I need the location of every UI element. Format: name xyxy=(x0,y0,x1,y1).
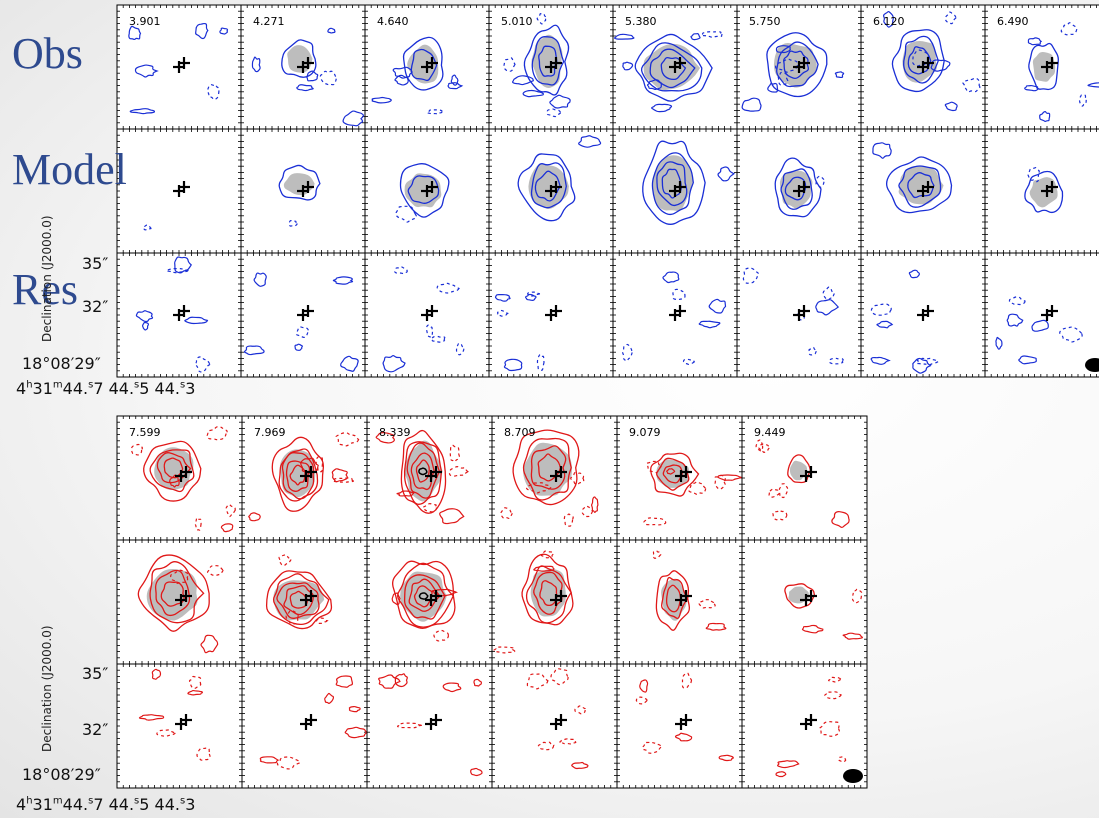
velocity-label: 9.079 xyxy=(629,426,661,439)
panel-1-0-3: 5.010 xyxy=(488,4,614,130)
dec-axis-label-bottom: Declination (J2000.0) xyxy=(40,625,54,752)
panel-2-2-0 xyxy=(116,663,243,789)
panel-2-0-2: 8.339 xyxy=(366,415,493,541)
dec-tick-32-top: 32″ xyxy=(82,297,109,316)
row-label-res: Res xyxy=(12,265,78,314)
dec-tick-35-bottom: 35″ xyxy=(82,664,109,683)
panel-1-2-0 xyxy=(116,252,242,378)
panel-2-1-5 xyxy=(741,539,868,665)
row-label-obs: Obs xyxy=(12,29,83,78)
velocity-label: 8.339 xyxy=(379,426,411,439)
dec-axis-label-top: Declination (J2000.0) xyxy=(40,215,54,342)
panel-2-2-5 xyxy=(741,663,868,789)
panel-1-1-1 xyxy=(240,128,366,254)
panel-1-1-5 xyxy=(736,128,862,254)
panel-1-0-5: 5.750 xyxy=(736,4,862,130)
panel-1-0-2: 4.640 xyxy=(364,4,490,130)
channel-map-block-2: 7.599 7.969 8.339 8.709 9.079 9.449 xyxy=(116,415,868,789)
panel-1-2-7 xyxy=(984,252,1099,378)
panel-2-2-4 xyxy=(616,663,743,789)
ra-axis-ticks-top: 4h31m44.s7 44.s5 44.s3 xyxy=(16,379,196,398)
panel-1-0-0: 3.901 xyxy=(116,4,242,130)
panel-1-1-3 xyxy=(488,128,614,254)
panel-2-2-2 xyxy=(366,663,493,789)
channel-map-block-1: 3.901 4.271 4.640 5.010 5.380 5.750 6.120 6.490 xyxy=(116,4,1099,378)
velocity-label: 6.490 xyxy=(997,15,1029,28)
panel-1-0-1: 4.271 xyxy=(240,4,366,130)
panel-1-0-4: 5.380 xyxy=(612,4,738,130)
panel-2-2-3 xyxy=(491,663,618,789)
panel-2-2-1 xyxy=(241,663,368,789)
panel-1-2-2 xyxy=(364,252,490,378)
panel-1-1-0 xyxy=(116,128,242,254)
dec-tick-29-bottom: 18°08′29″ xyxy=(22,765,101,784)
panel-2-1-2 xyxy=(366,539,493,665)
velocity-label: 5.750 xyxy=(749,15,781,28)
panel-1-2-3 xyxy=(488,252,614,378)
velocity-label: 4.640 xyxy=(377,15,409,28)
panel-1-2-4 xyxy=(612,252,738,378)
row-label-model: Model xyxy=(12,145,127,194)
panel-2-0-1: 7.969 xyxy=(241,415,368,541)
velocity-label: 7.969 xyxy=(254,426,286,439)
panel-2-0-5: 9.449 xyxy=(741,415,868,541)
velocity-label: 6.120 xyxy=(873,15,905,28)
panel-2-1-3 xyxy=(491,539,618,665)
velocity-label: 5.380 xyxy=(625,15,657,28)
beam-ellipse xyxy=(1085,358,1099,372)
velocity-label: 3.901 xyxy=(129,15,161,28)
dec-tick-32-bottom: 32″ xyxy=(82,720,109,739)
panel-1-1-6 xyxy=(860,128,986,254)
panel-1-0-7: 6.490 xyxy=(984,4,1099,130)
panel-2-0-0: 7.599 xyxy=(116,415,243,541)
panel-1-1-7 xyxy=(984,128,1099,254)
panel-1-2-1 xyxy=(240,252,366,378)
panel-2-1-0 xyxy=(116,539,243,665)
beam-ellipse xyxy=(843,769,863,783)
velocity-label: 4.271 xyxy=(253,15,285,28)
panel-2-1-4 xyxy=(616,539,743,665)
panel-1-2-6 xyxy=(860,252,986,378)
panel-1-0-6: 6.120 xyxy=(860,4,986,130)
velocity-label: 8.709 xyxy=(504,426,536,439)
panel-2-1-1 xyxy=(241,539,368,665)
velocity-label: 7.599 xyxy=(129,426,161,439)
ra-axis-ticks-bottom: 4h31m44.s7 44.s5 44.s3 xyxy=(16,795,196,814)
panel-1-1-2 xyxy=(364,128,490,254)
panel-1-2-5 xyxy=(736,252,862,378)
panel-2-0-4: 9.079 xyxy=(616,415,744,541)
velocity-label: 5.010 xyxy=(501,15,533,28)
panel-1-1-4 xyxy=(612,128,738,254)
dec-tick-35-top: 35″ xyxy=(82,254,109,273)
dec-tick-29-top: 18°08′29″ xyxy=(22,354,101,373)
velocity-label: 9.449 xyxy=(754,426,786,439)
panel-2-0-3: 8.709 xyxy=(491,415,618,541)
